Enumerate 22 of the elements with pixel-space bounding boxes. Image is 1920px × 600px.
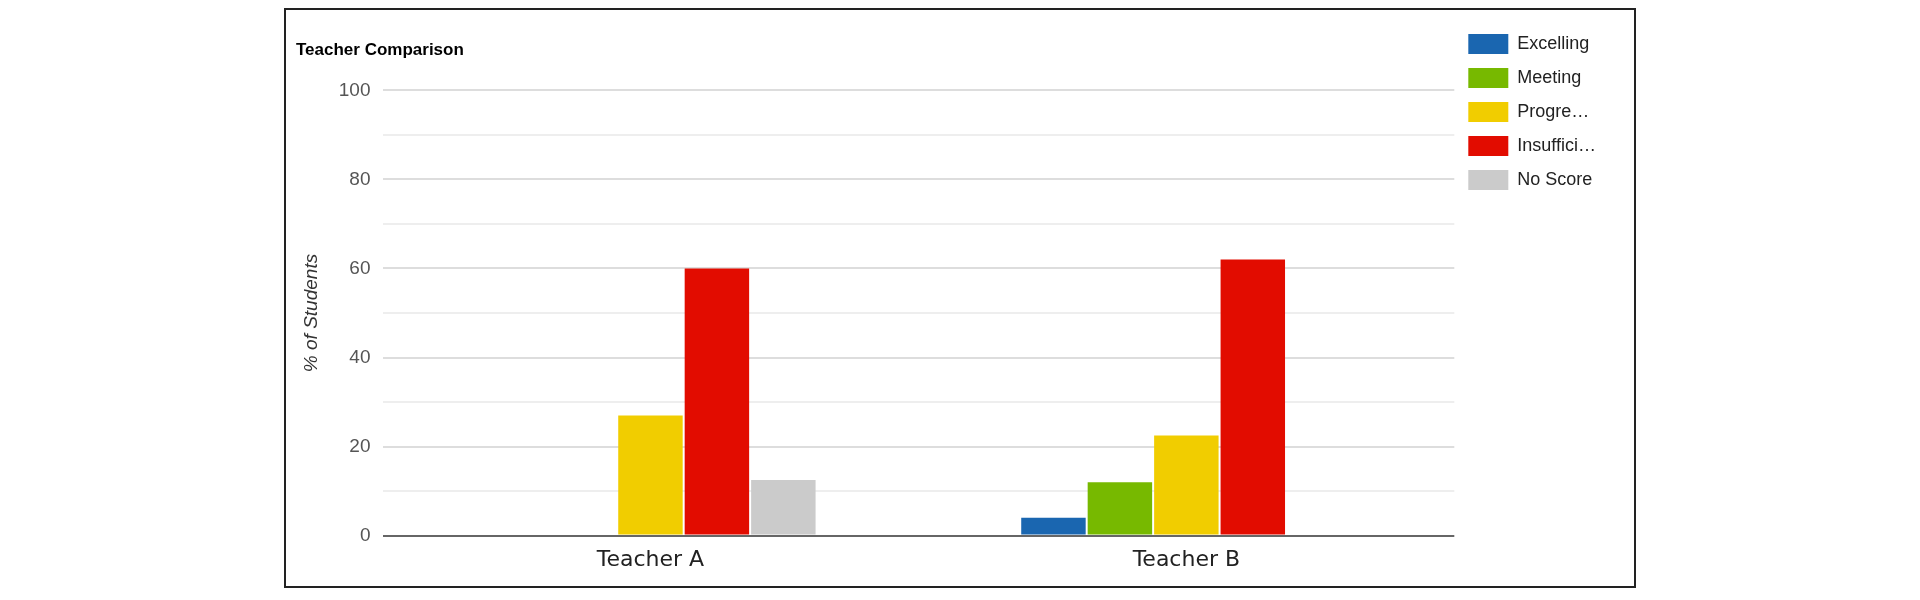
y-tick-label: 40 [349, 345, 371, 367]
y-tick-label: 0 [359, 523, 371, 545]
x-tick-label: Teacher A [595, 545, 705, 571]
bar [618, 415, 683, 535]
legend-label: No Score [1517, 168, 1593, 189]
x-tick-label: Teacher B [1131, 545, 1241, 571]
y-tick-label: 20 [349, 434, 371, 456]
y-tick-label: 100 [338, 78, 371, 100]
bar [1220, 259, 1286, 535]
legend-label: Insuffici… [1517, 134, 1597, 155]
chart-title: Teacher Comparison [296, 39, 464, 59]
bar [751, 479, 816, 535]
legend-label: Excelling [1517, 32, 1590, 53]
legend-label: Meeting [1517, 66, 1582, 87]
bar [1154, 435, 1219, 535]
bar [1087, 482, 1153, 535]
y-tick-label: 80 [349, 167, 371, 189]
bar [1021, 517, 1086, 535]
y-axis-title: % of Students [299, 253, 321, 373]
legend-label: Progre… [1517, 100, 1590, 121]
bar [684, 268, 750, 535]
y-tick-label: 60 [349, 256, 371, 278]
